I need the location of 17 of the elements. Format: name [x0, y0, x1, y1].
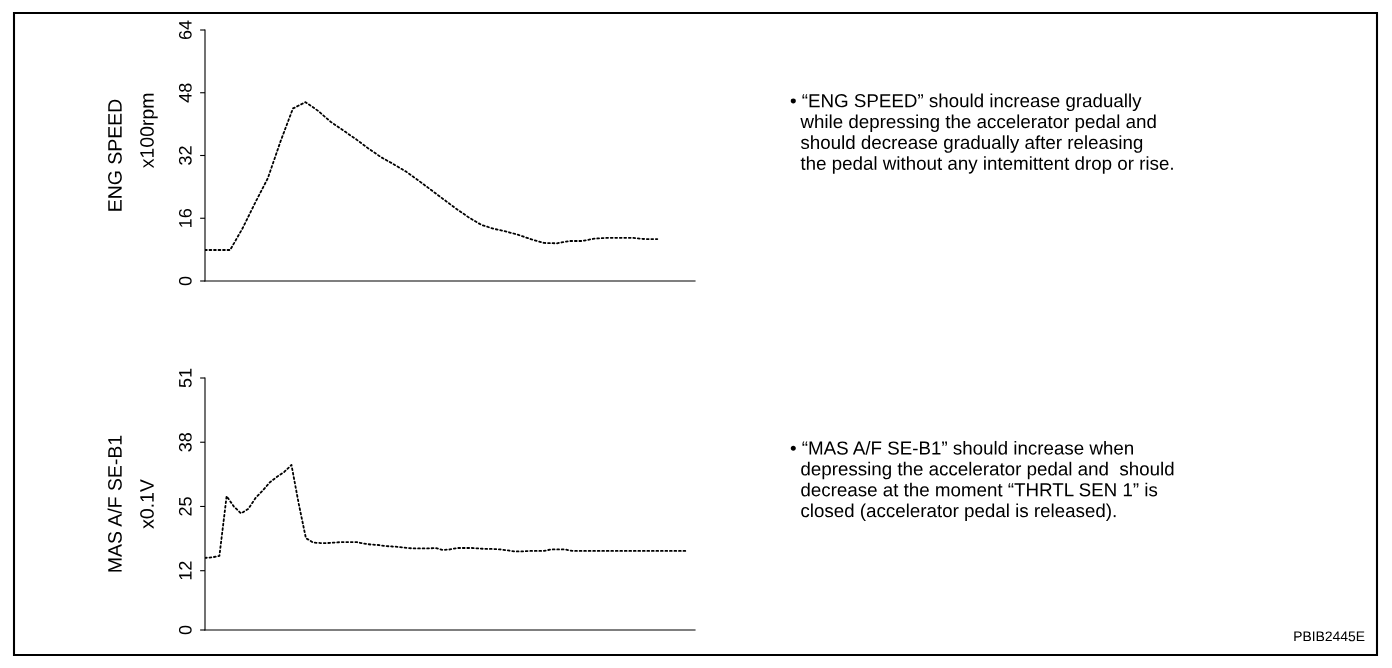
y-tick-label: 38 [178, 432, 192, 452]
y-tick-label: 32 [178, 146, 192, 165]
y-tick-label: 48 [178, 83, 192, 103]
y-axis-title: ENG SPEED [108, 99, 122, 211]
y-tick-label: 25 [178, 497, 192, 516]
y-tick-label: 64 [178, 20, 192, 40]
y-tick-label: 0 [178, 276, 192, 286]
text: x0.1V [140, 479, 154, 529]
y-tick-label: 0 [178, 625, 192, 635]
text: • “MAS A/F SE-B1” should increase when depressing the accelerator pedal and should decrease at the moment “THRTL SEN 1” is closed (accelerator pedal is released). [790, 440, 1174, 522]
y-tick-label: 51 [179, 368, 192, 388]
text: x100rpm [140, 93, 158, 168]
text: PBIB2445E [1294, 631, 1365, 642]
y-tick-label: 12 [178, 561, 192, 580]
y-axis-title: MAS A/F SE-B1 [107, 435, 122, 572]
text: • “ENG SPEED” should increase gradually while depressing the accelerator pedal and should decrease gradually after releasing the pedal without any intemittent drop or rise. [790, 93, 1173, 174]
y-tick-label: 16 [178, 209, 192, 227]
